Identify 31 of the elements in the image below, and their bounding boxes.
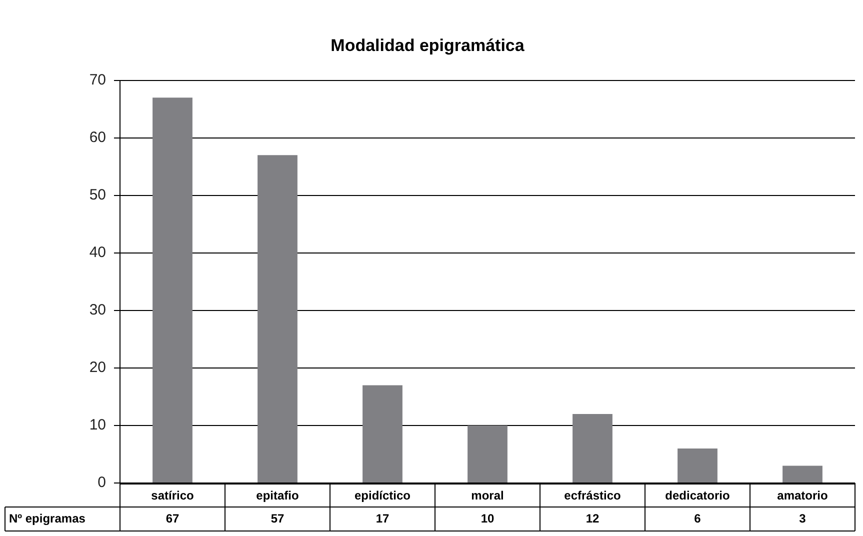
bar (572, 414, 612, 482)
bar (782, 466, 822, 482)
data-label: 10 (480, 511, 494, 526)
y-tick-label: 0 (98, 474, 106, 492)
y-tick-label: 10 (89, 416, 106, 434)
x-tick-label: amatorio (777, 488, 828, 503)
x-tick-label: epitafio (256, 488, 299, 503)
data-label: 3 (799, 511, 806, 526)
data-label: 67 (166, 511, 180, 526)
bar (362, 385, 402, 482)
bar (258, 155, 298, 482)
data-label: 57 (270, 511, 284, 526)
bar (678, 448, 718, 482)
x-tick-label: moral (471, 488, 504, 503)
y-tick-label: 60 (89, 129, 106, 146)
y-tick-label: 40 (89, 244, 106, 262)
y-tick-label: 50 (89, 186, 106, 204)
x-tick-label: ecfrástico (564, 488, 621, 503)
bar (152, 98, 192, 482)
data-label: 12 (586, 511, 600, 526)
x-tick-label: dedicatorio (665, 488, 730, 503)
x-tick-label: satírico (151, 488, 194, 503)
data-label: 17 (376, 511, 390, 526)
y-tick-label: 70 (89, 72, 106, 89)
y-tick-label: 30 (89, 302, 106, 319)
y-tick-label: 20 (89, 359, 106, 376)
data-label: 6 (694, 511, 702, 526)
chart-title: Modalidad epigramática (330, 36, 525, 55)
text: Nº epigramas (9, 511, 86, 526)
x-tick-label: epidíctico (354, 488, 411, 503)
bar (468, 425, 508, 482)
